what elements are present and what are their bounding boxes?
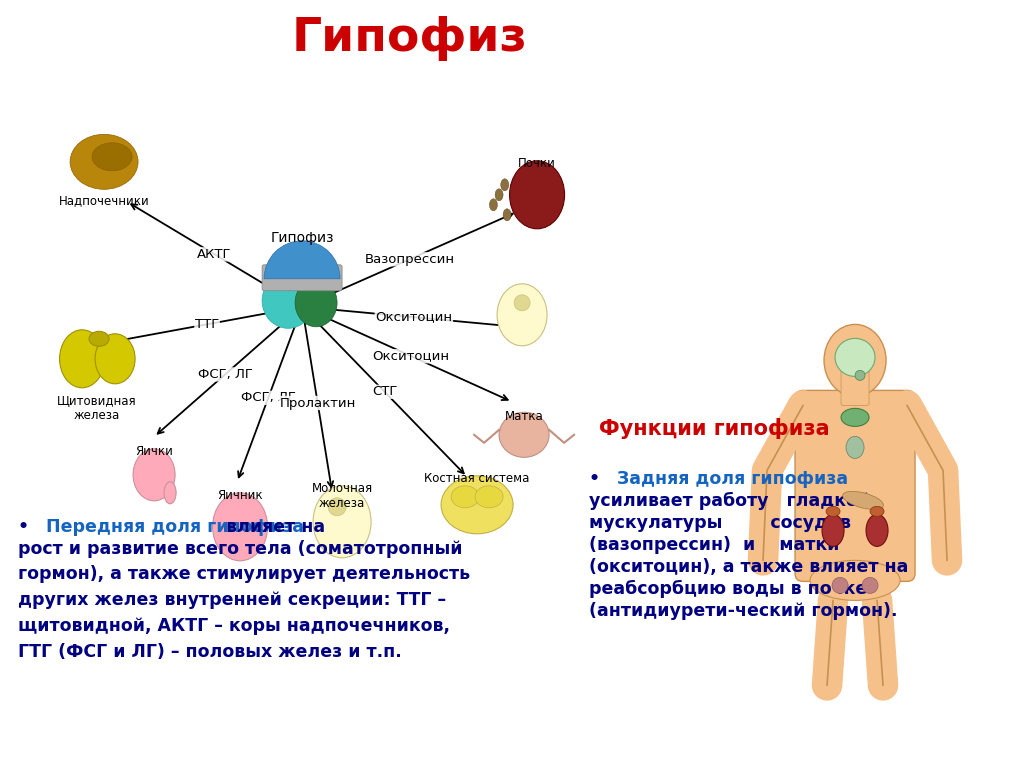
Ellipse shape	[833, 578, 848, 594]
Ellipse shape	[475, 486, 503, 508]
Text: Надпочечники: Надпочечники	[58, 194, 150, 207]
Wedge shape	[264, 241, 340, 278]
Text: Гипофиз: Гипофиз	[292, 16, 527, 61]
Ellipse shape	[59, 330, 104, 388]
Ellipse shape	[514, 295, 530, 311]
Ellipse shape	[501, 179, 509, 191]
Ellipse shape	[213, 493, 267, 561]
Ellipse shape	[824, 324, 886, 397]
Ellipse shape	[164, 482, 176, 504]
FancyBboxPatch shape	[262, 265, 342, 291]
Ellipse shape	[452, 486, 479, 508]
Text: Яичник: Яичник	[217, 489, 263, 502]
Ellipse shape	[862, 578, 878, 594]
Ellipse shape	[503, 209, 511, 221]
Ellipse shape	[133, 449, 175, 501]
Text: •: •	[18, 518, 47, 535]
Text: Окситоцин: Окситоцин	[376, 311, 453, 324]
Text: Молочная
железа: Молочная железа	[311, 482, 373, 510]
Ellipse shape	[295, 278, 337, 327]
Text: реабсорбцию воды в почке: реабсорбцию воды в почке	[589, 580, 867, 598]
Text: Гипофиз: Гипофиз	[270, 231, 334, 245]
Text: (антидиурети-ческий гормон).: (антидиурети-ческий гормон).	[589, 602, 897, 620]
Ellipse shape	[855, 370, 865, 380]
Text: Задняя доля гипофиза: Задняя доля гипофиза	[616, 470, 848, 488]
Text: Матка: Матка	[505, 410, 544, 423]
Ellipse shape	[866, 515, 888, 546]
Ellipse shape	[835, 338, 876, 377]
Ellipse shape	[510, 161, 564, 229]
Text: мускулатуры        сосудов: мускулатуры сосудов	[589, 514, 851, 532]
Ellipse shape	[92, 143, 132, 171]
Text: Щитовидная
железа: Щитовидная железа	[57, 393, 137, 422]
Text: ТТГ: ТТГ	[195, 318, 219, 331]
Text: Костная система: Костная система	[424, 472, 529, 485]
Text: Окситоцин: Окситоцин	[373, 350, 450, 363]
Text: (окситоцин), а также влияет на: (окситоцин), а также влияет на	[589, 558, 908, 576]
Text: ФСГ, ЛГ: ФСГ, ЛГ	[241, 391, 296, 404]
Ellipse shape	[313, 486, 371, 558]
Ellipse shape	[810, 561, 900, 601]
Text: рост и развитие всего тела (соматотропный
гормон), а также стимулирует деятельно: рост и развитие всего тела (соматотропны…	[18, 540, 470, 660]
Ellipse shape	[497, 284, 547, 346]
Ellipse shape	[846, 436, 864, 459]
Ellipse shape	[95, 334, 135, 384]
Text: усиливает работу   гладкой: усиливает работу гладкой	[589, 492, 870, 510]
Ellipse shape	[495, 189, 503, 201]
Ellipse shape	[89, 331, 110, 346]
Text: ФСГ, ЛГ: ФСГ, ЛГ	[198, 368, 253, 381]
Ellipse shape	[262, 273, 314, 328]
Text: СТГ: СТГ	[372, 385, 397, 398]
Text: Вазопрессин: Вазопрессин	[365, 253, 455, 266]
Ellipse shape	[843, 492, 884, 509]
Ellipse shape	[841, 408, 869, 426]
Text: Яички: Яички	[135, 445, 173, 458]
Ellipse shape	[826, 506, 840, 516]
Text: Почки: Почки	[518, 156, 556, 170]
Ellipse shape	[70, 134, 138, 189]
Ellipse shape	[822, 515, 844, 546]
Text: Передняя доля гипофиза: Передняя доля гипофиза	[46, 518, 304, 535]
Text: (вазопрессин)  и    матки: (вазопрессин) и матки	[589, 536, 840, 554]
FancyBboxPatch shape	[795, 390, 915, 581]
FancyBboxPatch shape	[841, 361, 869, 406]
Ellipse shape	[328, 498, 346, 515]
Ellipse shape	[441, 476, 513, 534]
Ellipse shape	[489, 199, 498, 211]
Ellipse shape	[499, 413, 549, 457]
Ellipse shape	[870, 506, 884, 516]
Text: Пролактин: Пролактин	[280, 397, 356, 410]
Text: Функции гипофиза: Функции гипофиза	[599, 418, 829, 439]
Text: АКТГ: АКТГ	[198, 248, 231, 261]
Text: •: •	[589, 470, 617, 488]
Text: влияет на: влияет на	[220, 518, 326, 535]
